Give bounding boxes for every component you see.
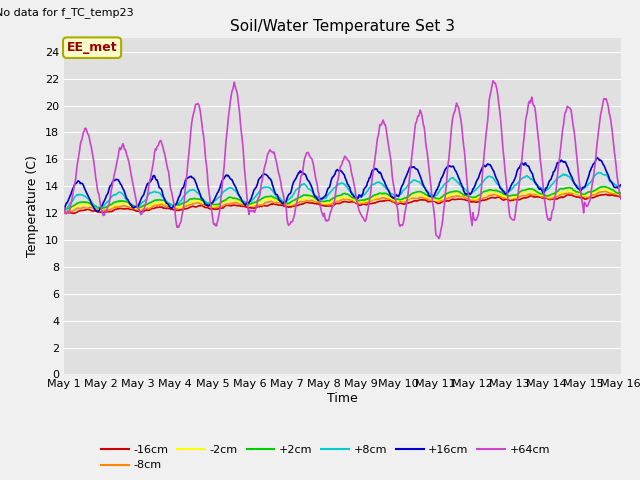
X-axis label: Time: Time [327,392,358,405]
+64cm [60,204,68,210]
-8cm [428,197,435,203]
+8cm [60,208,68,214]
Y-axis label: Temperature (C): Temperature (C) [26,156,39,257]
+8cm [595,169,603,175]
-2cm [617,191,625,197]
+8cm [410,177,418,183]
-2cm [598,186,606,192]
Line: +64cm: +64cm [64,81,621,239]
+2cm [70,203,78,208]
+64cm [435,236,443,241]
-16cm [128,206,136,212]
+8cm [426,191,434,197]
+8cm [127,202,135,208]
-16cm [411,198,419,204]
+16cm [60,207,68,213]
-8cm [617,192,625,198]
+8cm [214,196,221,202]
+2cm [410,190,418,196]
-8cm [185,202,193,208]
Text: No data for f_TC_temp23: No data for f_TC_temp23 [0,7,133,18]
-16cm [70,211,77,216]
+8cm [184,189,192,195]
+16cm [594,155,602,161]
-2cm [60,207,68,213]
+16cm [128,204,136,210]
-8cm [214,204,222,210]
+2cm [127,202,135,208]
+16cm [214,189,222,195]
-16cm [71,210,79,216]
-16cm [428,198,435,204]
+16cm [411,165,419,171]
Line: -8cm: -8cm [64,191,621,212]
+64cm [489,78,497,84]
Line: +2cm: +2cm [64,187,621,209]
Line: -2cm: -2cm [64,189,621,211]
-16cm [602,192,610,197]
+2cm [617,190,625,196]
-2cm [63,208,71,214]
-2cm [185,201,193,206]
+64cm [184,159,192,165]
Line: +8cm: +8cm [64,172,621,211]
+64cm [127,173,135,179]
-8cm [71,207,79,213]
+8cm [617,183,625,189]
+64cm [617,196,625,202]
+16cm [70,183,78,189]
+16cm [617,182,625,188]
-8cm [60,209,68,215]
+2cm [184,198,192,204]
Text: EE_met: EE_met [67,41,117,54]
-2cm [411,193,419,199]
-8cm [63,209,70,215]
-2cm [128,203,136,209]
-2cm [428,196,435,202]
Line: -16cm: -16cm [64,194,621,214]
+2cm [60,206,68,212]
+64cm [214,219,221,225]
+2cm [599,184,607,190]
Legend: -16cm, -8cm, -2cm, +2cm, +8cm, +16cm, +64cm: -16cm, -8cm, -2cm, +2cm, +8cm, +16cm, +6… [97,441,554,475]
+64cm [426,178,434,184]
-2cm [214,202,222,208]
+8cm [70,195,78,201]
+16cm [185,175,193,180]
-8cm [128,205,136,211]
+2cm [214,202,221,207]
-2cm [71,204,79,210]
-16cm [214,206,222,212]
+64cm [410,133,418,139]
+2cm [426,193,434,199]
-8cm [602,188,609,194]
+64cm [70,184,78,190]
-16cm [185,205,193,211]
Title: Soil/Water Temperature Set 3: Soil/Water Temperature Set 3 [230,20,455,35]
-8cm [411,195,419,201]
+16cm [93,208,101,214]
-16cm [60,210,68,216]
+16cm [428,193,435,199]
-16cm [617,194,625,200]
Line: +16cm: +16cm [64,158,621,211]
